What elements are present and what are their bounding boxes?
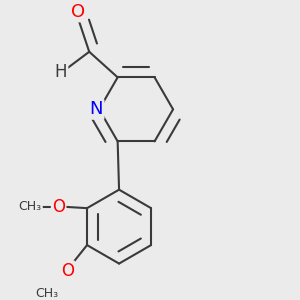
Text: O: O [61,262,74,280]
Text: N: N [90,100,103,118]
Text: H: H [55,63,67,81]
Text: O: O [52,198,65,216]
Text: CH₃: CH₃ [19,200,42,213]
Text: O: O [71,3,85,21]
Text: CH₃: CH₃ [36,287,59,300]
